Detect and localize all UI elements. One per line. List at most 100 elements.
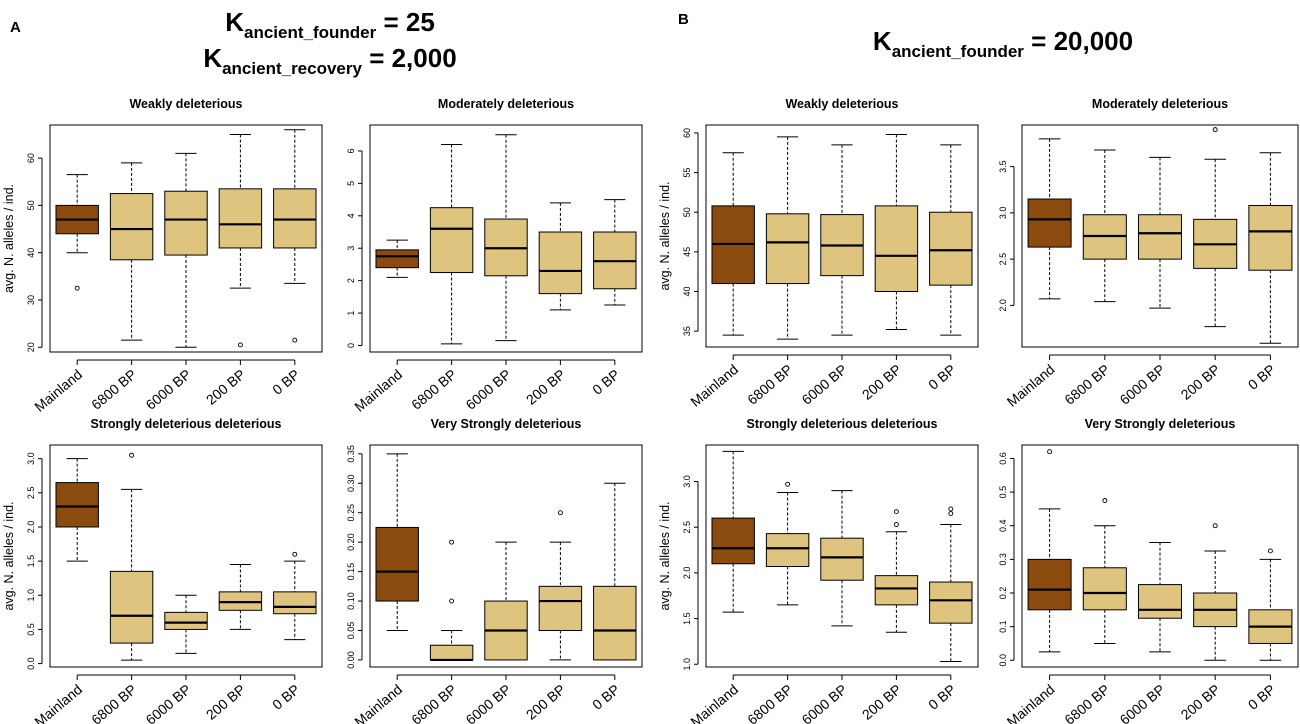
box <box>538 231 583 295</box>
x-tick-label: Mainland <box>1004 681 1058 724</box>
x-tick-label: 200 BP <box>523 366 568 408</box>
plot-frame <box>49 444 323 668</box>
y-tick-label: 2.0 <box>998 299 1008 312</box>
x-tick-label: 6800 BP <box>408 681 459 724</box>
y-tick-label: 40 <box>26 248 36 258</box>
y-tick-label: 50 <box>682 207 692 217</box>
panel-b-letter: B <box>678 11 689 28</box>
y-tick-label: 0.05 <box>346 622 356 640</box>
panel-a-header-line-1: Kancient_founder = 25 <box>225 7 435 42</box>
plot-frame <box>705 444 979 668</box>
y-axis-label: avg. N. alleles / ind. <box>658 501 672 610</box>
box <box>375 526 419 602</box>
y-tick-label: 0.4 <box>998 519 1008 532</box>
box <box>109 193 154 261</box>
x-tick-label: 200 BP <box>1178 361 1223 403</box>
y-tick-label: 0.30 <box>346 475 356 493</box>
box <box>1082 567 1127 611</box>
y-tick-label: 0.3 <box>998 553 1008 566</box>
y-tick-label: 30 <box>26 295 36 305</box>
x-tick-label: 0 BP <box>589 366 623 398</box>
plot-title: Weakly deleterious <box>785 97 898 111</box>
x-tick-label: 0 BP <box>925 681 959 713</box>
x-tick-label: 6000 BP <box>798 681 849 724</box>
box <box>929 581 973 624</box>
y-tick-label: 20 <box>26 342 36 352</box>
box <box>538 585 583 631</box>
y-tick-label: 0.20 <box>346 533 356 551</box>
outlier-point <box>292 337 298 343</box>
outlier-point <box>893 509 899 515</box>
outlier-point <box>237 342 243 348</box>
plot-title: Weakly deleterious <box>129 97 242 111</box>
plot-frame <box>369 124 643 353</box>
box <box>273 188 317 249</box>
box <box>593 585 637 661</box>
box <box>164 190 208 256</box>
x-tick-label: 200 BP <box>523 681 568 723</box>
x-tick-label: Mainland <box>351 366 405 415</box>
y-tick-label: 1.0 <box>26 589 36 602</box>
x-tick-label: Mainland <box>687 681 741 724</box>
outlier-point <box>893 522 899 527</box>
x-tick-label: 6000 BP <box>142 681 193 724</box>
plot-frame <box>49 124 323 353</box>
y-tick-label: 1.5 <box>682 612 692 625</box>
box <box>874 205 919 292</box>
y-tick-label: 5 <box>346 181 356 186</box>
y-tick-label: 3.0 <box>682 475 692 488</box>
y-tick-label: 3.0 <box>998 207 1008 220</box>
x-tick-label: 200 BP <box>859 681 904 723</box>
y-tick-label: 55 <box>682 168 692 178</box>
y-tick-label: 0 <box>346 343 356 348</box>
box <box>874 575 919 606</box>
y-tick-label: 0.15 <box>346 563 356 581</box>
box <box>1027 198 1072 248</box>
y-tick-label: 50 <box>26 200 36 210</box>
boxplot-a-3: Strongly deleterious deleterious 0.0 0.5 1.… <box>2 417 323 724</box>
box <box>1137 214 1183 260</box>
outlier-point <box>1102 498 1108 503</box>
x-tick-label: 200 BP <box>859 361 904 403</box>
y-tick-label: 0.5 <box>998 486 1008 499</box>
y-tick-label: 1 <box>346 311 356 316</box>
x-tick-label: 0 BP <box>269 366 303 398</box>
outlier-point <box>74 285 80 291</box>
x-tick-label: 0 BP <box>1245 361 1279 393</box>
y-tick-label: 6 <box>346 148 356 153</box>
outlier-point <box>1267 548 1273 554</box>
plot-title: Very Strongly deleterious <box>1085 417 1236 431</box>
box <box>429 207 474 274</box>
box <box>765 533 810 568</box>
y-tick-label: 3 <box>346 246 356 251</box>
outlier-point <box>449 598 455 604</box>
x-tick-label: 6000 BP <box>1116 681 1167 724</box>
y-tick-label: 4 <box>346 213 356 218</box>
box <box>820 537 864 581</box>
boxplot-a-1: Weakly deleterious 20 30 40 50 60 avg. N. alle… <box>2 97 323 415</box>
outlier-point <box>948 506 954 512</box>
x-tick-label: 6000 BP <box>462 681 513 724</box>
plot-frame <box>1021 444 1299 668</box>
boxplot-b-4: Very Strongly deleterious 0.0 0.1 0.2 0.3 0.4… <box>998 417 1299 724</box>
x-tick-label: 0 BP <box>589 681 623 713</box>
x-tick-label: 0 BP <box>269 681 303 713</box>
outlier-point <box>1212 523 1218 529</box>
x-tick-label: Mainland <box>31 681 85 724</box>
panel-b-header: Kancient_founder = 20,000 <box>873 26 1133 61</box>
plot-title: Strongly deleterious deleterious <box>746 417 937 431</box>
y-tick-label: 1.5 <box>26 555 36 568</box>
box <box>375 249 419 269</box>
box <box>929 211 973 286</box>
y-tick-label: 0.10 <box>346 592 356 610</box>
x-tick-label: 6800 BP <box>408 366 459 413</box>
x-tick-label: Mainland <box>687 361 741 410</box>
y-axis-label: avg. N. alleles / ind. <box>2 184 16 293</box>
boxplot-a-4: Very Strongly deleterious 0.00 0.05 0.10 0.1… <box>346 417 643 724</box>
x-tick-label: 200 BP <box>203 681 248 723</box>
plot-frame <box>1021 124 1299 348</box>
x-tick-label: 6800 BP <box>1061 361 1112 408</box>
outlier-point <box>449 539 455 545</box>
x-tick-label: 6800 BP <box>88 366 139 413</box>
